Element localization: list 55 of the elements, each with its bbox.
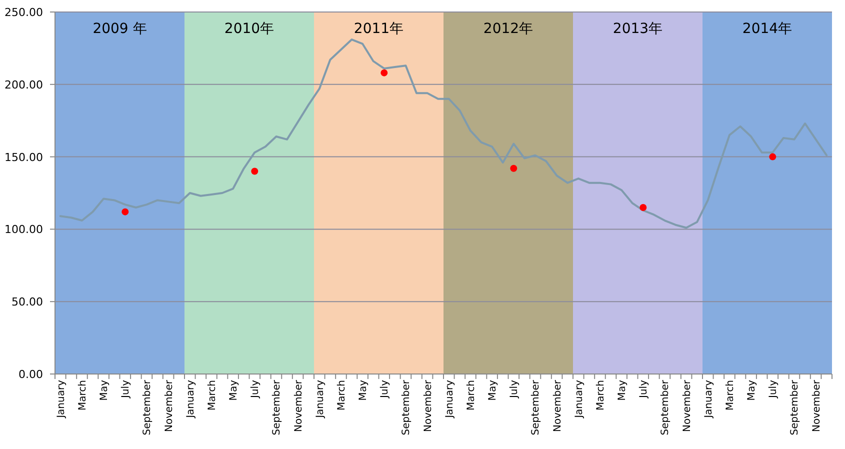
point: [769, 153, 776, 160]
x-tick-label: November: [682, 379, 693, 432]
x-tick-label: July: [768, 380, 780, 399]
annotation: 2011年: [354, 21, 404, 37]
x-tick-label: November: [422, 379, 434, 432]
x-tick-label: March: [466, 380, 477, 410]
x-tick-label: March: [595, 380, 606, 410]
y-tick-label: 0.00: [18, 368, 43, 381]
y-tick-label: 200.00: [4, 78, 43, 92]
annotation: 2012年: [483, 21, 534, 37]
x-tick-label: September: [790, 379, 801, 436]
x-tick-label: May: [617, 380, 628, 401]
x-tick-label: May: [99, 380, 110, 401]
x-tick-label: May: [746, 380, 758, 401]
x-tick-label: November: [811, 379, 822, 432]
point: [122, 208, 129, 216]
x-tick-label: January: [314, 380, 326, 419]
y-tick-label: 50.00: [12, 296, 43, 309]
line-series: [59, 38, 828, 229]
x-tick-label: July: [638, 380, 650, 399]
point: [640, 204, 647, 211]
annotation: 2014年: [742, 21, 792, 37]
x-tick-label: January: [185, 380, 196, 419]
x-tick-label: November: [164, 379, 175, 432]
point: [251, 168, 258, 175]
y-tick-label: 150.00: [4, 150, 43, 164]
x-tick-label: September: [660, 379, 672, 436]
x-tick-label: July: [120, 380, 132, 399]
y-tick-label: 100.00: [4, 223, 43, 236]
x-tick-label: March: [724, 380, 736, 410]
x-tick-label: May: [488, 380, 499, 401]
x-tick-label: July: [380, 380, 391, 399]
x-tick-label: March: [336, 380, 348, 410]
point: [380, 69, 388, 76]
y-tick-label: 250.00: [4, 6, 43, 19]
annotation: 2013年: [612, 21, 663, 37]
x-tick-label: May: [358, 380, 370, 401]
x-tick-label: September: [401, 379, 412, 436]
x-tick-label: January: [56, 380, 67, 419]
x-tick-label: September: [272, 379, 283, 436]
point: [510, 164, 518, 172]
x-tick-label: January: [574, 380, 585, 419]
x-tick-label: January: [703, 380, 714, 419]
x-tick-label: November: [293, 379, 304, 432]
x-tick-label: September: [530, 379, 542, 436]
x-tick-label: January: [444, 380, 456, 419]
x-tick-label: July: [250, 380, 262, 399]
annotation: 2010年: [224, 21, 274, 37]
x-tick-label: March: [206, 380, 218, 410]
x-tick-label: July: [509, 380, 520, 399]
x-tick-label: November: [552, 379, 564, 432]
x-tick-label: March: [77, 380, 88, 410]
x-tick-label: May: [228, 380, 240, 401]
x-tick-label: September: [142, 379, 154, 436]
annotation: 2009 年: [92, 21, 147, 37]
